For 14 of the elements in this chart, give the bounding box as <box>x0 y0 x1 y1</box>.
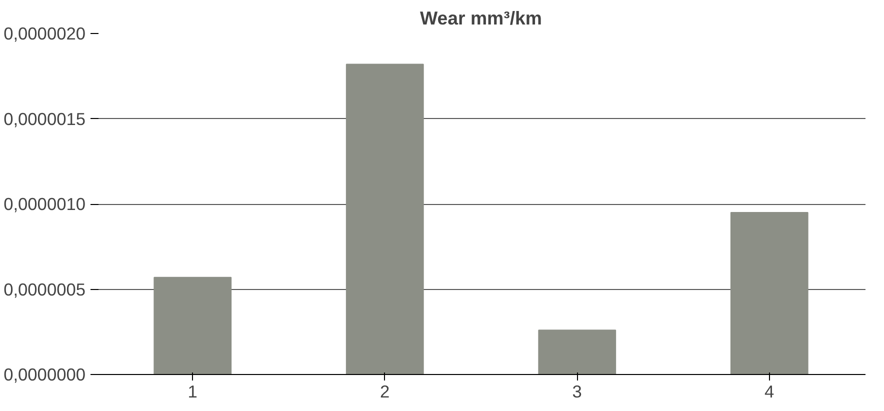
bar <box>346 64 424 374</box>
chart-title: Wear mm³/km <box>420 8 542 28</box>
y-tick-label: 0,0000000 <box>4 364 86 384</box>
bar <box>154 276 232 374</box>
y-tick-label: 0,0000010 <box>4 194 86 214</box>
x-tick-label: 3 <box>572 382 582 402</box>
y-tick-label: 0,0000020 <box>4 24 86 44</box>
x-tick-label: 1 <box>188 382 198 402</box>
bar <box>538 330 616 374</box>
x-tick-label: 2 <box>380 382 390 402</box>
y-tick-label: 0,0000015 <box>4 108 86 129</box>
bar <box>730 212 808 374</box>
x-tick-label: 4 <box>764 382 775 402</box>
y-tick-label: 0,0000005 <box>4 279 86 300</box>
